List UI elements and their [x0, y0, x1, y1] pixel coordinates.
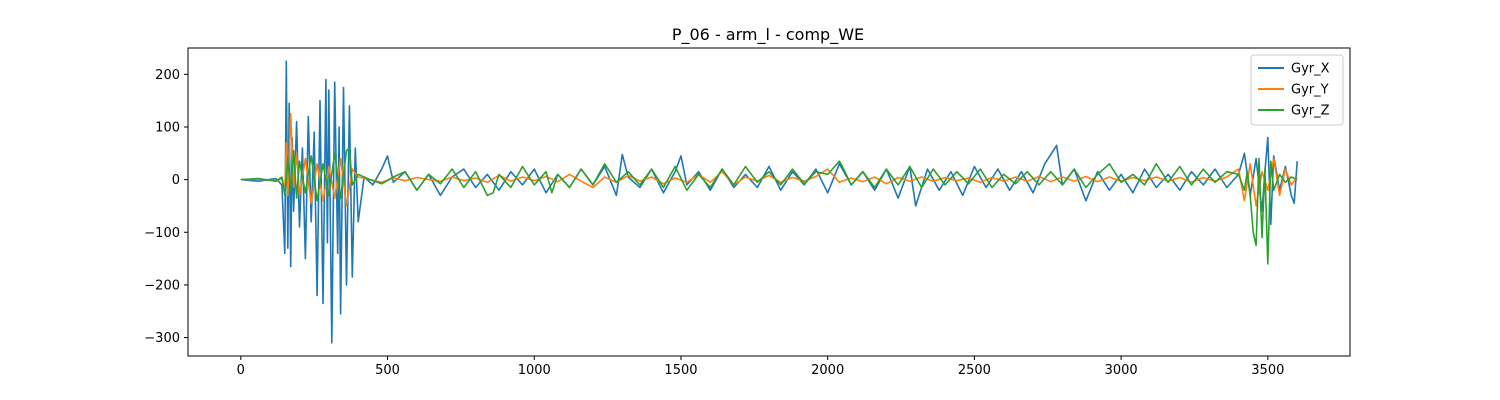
x-tick-label: 1000 [518, 363, 551, 378]
x-tick-label: 2500 [958, 363, 991, 378]
y-tick-label: −200 [144, 278, 180, 293]
series-line-gyr_z [240, 147, 1298, 265]
legend-label-gyr_x: Gyr_X [1291, 62, 1330, 77]
x-tick-label: 1500 [664, 363, 697, 378]
y-axis: 200 100 0 −100 −200 −300 [144, 68, 188, 346]
y-tick-label: 200 [155, 68, 180, 83]
y-tick-label: −100 [144, 226, 180, 241]
x-tick-label: 500 [375, 363, 400, 378]
x-tick-label: 3000 [1105, 363, 1138, 378]
chart-title: P_06 - arm_l - comp_WE [672, 25, 864, 45]
plot-frame [187, 47, 1351, 357]
series-line-gyr_x [240, 60, 1298, 344]
x-tick-label: 0 [237, 363, 245, 378]
series-line-gyr_y [240, 113, 1298, 207]
x-axis: 0 500 1000 1500 2000 2500 3000 3500 [237, 356, 1284, 378]
y-tick-label: −300 [144, 331, 180, 346]
legend-label-gyr_y: Gyr_Y [1291, 83, 1329, 98]
x-tick-label: 2000 [811, 363, 844, 378]
y-tick-label: 100 [155, 120, 180, 135]
legend-box [1250, 54, 1344, 126]
x-tick-label: 3500 [1251, 363, 1284, 378]
legend-label-gyr_z: Gyr_Z [1291, 104, 1330, 119]
series-layer [240, 60, 1298, 344]
y-tick-label: 0 [172, 173, 180, 188]
legend: Gyr_X Gyr_Y Gyr_Z [1250, 54, 1344, 126]
